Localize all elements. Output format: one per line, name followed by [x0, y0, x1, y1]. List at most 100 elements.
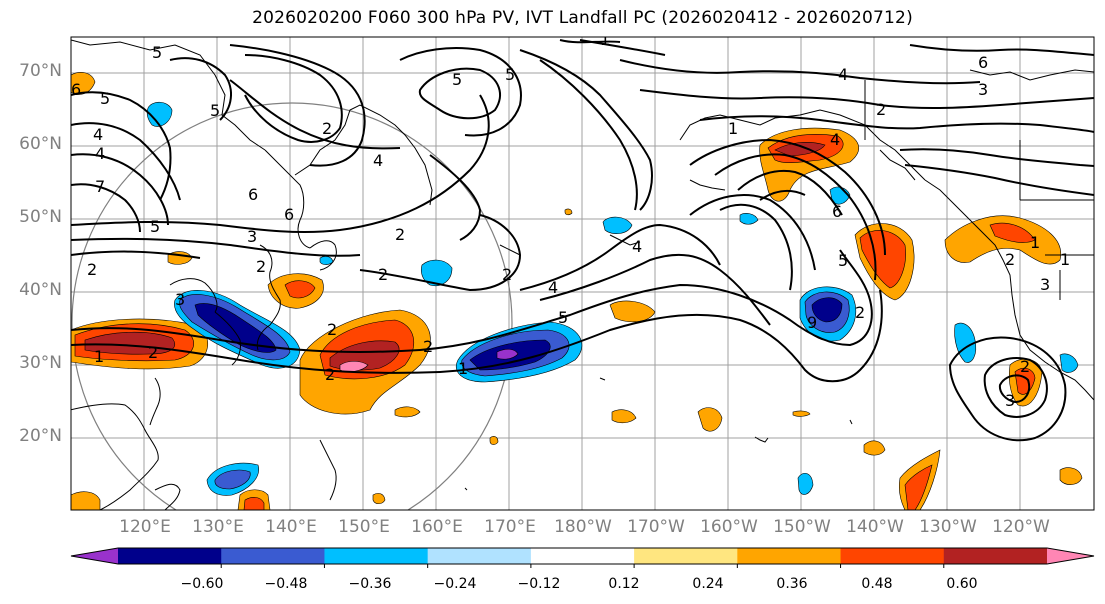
colorbar-tick-label: 0.12 [608, 576, 640, 592]
contour-label: 5 [152, 43, 162, 62]
contour-label: 3 [1005, 391, 1015, 410]
colorbar-segment [634, 548, 738, 564]
colorbar-tick-label: 0.24 [692, 576, 724, 592]
contour-label: 2 [1005, 250, 1015, 269]
contour-label: 6 [71, 80, 81, 99]
colorbar-tick-label: 0.36 [776, 576, 808, 592]
lon-label: 120°E [119, 517, 171, 537]
lat-label: 30°N [19, 353, 62, 373]
contour-label: 2 [395, 225, 405, 244]
contour-label: 2 [322, 119, 332, 138]
contour-label: 4 [373, 151, 383, 170]
colorbar [70, 547, 1095, 568]
contour-label: 4 [93, 125, 103, 144]
contour-label: 2 [325, 365, 335, 384]
coastlines [71, 39, 1094, 510]
contour-label: 2 [327, 320, 337, 339]
colorbar-outline [70, 547, 1095, 565]
colorbar-segment [840, 548, 945, 564]
colorbar-segment [324, 548, 429, 564]
contour-label: 5 [505, 65, 515, 84]
range-circle [71, 102, 513, 510]
lat-lon-grid [71, 37, 1094, 510]
lat-label: 20°N [19, 426, 62, 446]
lon-label: 180°W [554, 517, 612, 537]
contour-label: 9 [807, 313, 817, 332]
contour-label: 6 [248, 185, 258, 204]
lon-label: 140°W [846, 517, 904, 537]
lon-label: 140°E [265, 517, 317, 537]
lon-label: 130°E [192, 517, 244, 537]
contour-label: 5 [100, 89, 110, 108]
contour-label: 2 [148, 343, 158, 362]
contour-label: 5 [210, 101, 220, 120]
positive-anomaly-shading [71, 72, 1083, 510]
lat-label: 40°N [19, 280, 62, 300]
colorbar-extend-min [71, 548, 118, 564]
colorbar-tick-label: −0.48 [264, 576, 308, 592]
colorbar-segment [943, 548, 1048, 564]
contour-label: 4 [95, 144, 105, 163]
colorbar-segment [530, 548, 635, 564]
contour-label: 4 [548, 278, 558, 297]
contour-labels: 1 5 4 2 5 6 4 2 3 1 2 4 1 4 5 2 6 5 3 2 [71, 30, 1070, 410]
lon-label: 170°W [627, 517, 685, 537]
lon-label: 120°W [992, 517, 1050, 537]
colorbar-extend-max [1047, 548, 1094, 564]
contour-label: 2 [256, 257, 266, 276]
contour-label: 6 [978, 53, 988, 72]
contour-label: 2 [378, 265, 388, 284]
lon-label: 150°W [773, 517, 831, 537]
contour-label: 1 [1030, 233, 1040, 252]
contour-label: 1 [1060, 250, 1070, 269]
lat-label: 50°N [19, 207, 62, 227]
contour-label: 2 [855, 303, 865, 322]
lon-label: 150°E [338, 517, 390, 537]
contour-label: 7 [95, 177, 105, 196]
contour-label: 2 [87, 260, 97, 279]
colorbar-tick-label: 0.48 [861, 576, 893, 592]
colorbar-tick-label: −0.60 [180, 576, 224, 592]
contour-label: 5 [452, 70, 462, 89]
contour-label: 2 [502, 265, 512, 284]
lat-label: 70°N [19, 61, 62, 81]
contour-label: 5 [558, 308, 568, 327]
lat-label: 60°N [19, 134, 62, 154]
colorbar-tick-label: −0.24 [433, 576, 477, 592]
lon-label: 170°E [484, 517, 536, 537]
colorbar-segment [118, 548, 222, 564]
contour-label: 1 [94, 347, 104, 366]
colorbar-tick-label: −0.36 [348, 576, 392, 592]
contour-label: 2 [423, 337, 433, 356]
colorbar-tick-label: 0.60 [946, 576, 978, 592]
contour-label: 4 [632, 237, 642, 256]
lon-label: 160°W [700, 517, 758, 537]
contour-label: 5 [150, 217, 160, 236]
contour-label: 1 [728, 119, 738, 138]
contour-label: 4 [830, 130, 840, 149]
contour-label: 6 [832, 202, 842, 221]
contour-label: 3 [978, 80, 988, 99]
map-frame [70, 36, 1095, 511]
colorbar-segment [737, 548, 842, 564]
contour-label: 4 [838, 65, 848, 84]
contour-label: 3 [247, 227, 257, 246]
contour-label: 2 [1020, 357, 1030, 376]
contour-label: 6 [284, 205, 294, 224]
contour-label: 5 [838, 251, 848, 270]
negative-anomaly-shading [146, 101, 1079, 496]
lon-label: 130°W [919, 517, 977, 537]
figure-title: 2026020200 F060 300 hPa PV, IVT Landfall… [252, 8, 913, 28]
colorbar-segment [221, 548, 325, 564]
contour-label: 2 [876, 100, 886, 119]
contour-label: 1 [458, 359, 468, 378]
colorbar-tick-label: −0.12 [517, 576, 561, 592]
pv-contours [71, 39, 1094, 442]
contour-label: 1 [600, 30, 610, 49]
colorbar-segment [427, 548, 532, 564]
lon-label: 160°E [411, 517, 463, 537]
contour-label: 3 [1040, 275, 1050, 294]
contour-label: 3 [175, 290, 185, 309]
